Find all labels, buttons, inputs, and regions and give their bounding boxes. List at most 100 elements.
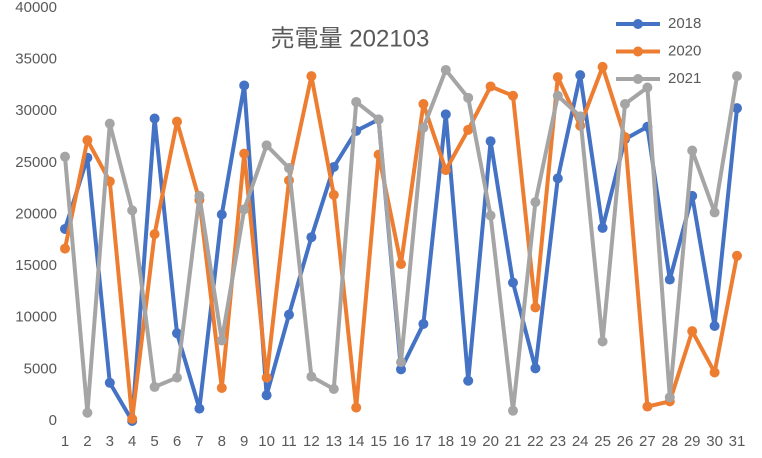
point [82, 407, 93, 418]
point [104, 118, 115, 129]
y-tick-label: 40000 [15, 0, 57, 16]
point [328, 189, 339, 200]
point [530, 363, 541, 374]
x-tick-label: 30 [706, 433, 723, 450]
point [261, 140, 272, 151]
legend-label: 2021 [668, 70, 701, 87]
x-tick-label: 18 [437, 433, 454, 450]
point [485, 136, 496, 147]
point [149, 113, 160, 124]
point [440, 64, 451, 75]
point [508, 277, 518, 288]
point [575, 111, 586, 122]
point [127, 205, 138, 216]
point [216, 335, 227, 346]
y-tick-label: 10000 [15, 309, 57, 326]
y-tick-label: 30000 [15, 102, 57, 119]
point [306, 371, 317, 382]
point [508, 90, 518, 101]
point [664, 392, 675, 403]
point [351, 402, 362, 413]
x-tick-label: 25 [594, 433, 611, 450]
point [284, 309, 294, 320]
point [60, 151, 70, 162]
point [620, 99, 630, 110]
point [60, 243, 70, 254]
point [732, 71, 742, 82]
point [396, 364, 406, 375]
legend-marker [633, 19, 643, 29]
x-tick-label: 15 [370, 433, 387, 450]
x-tick-label: 7 [195, 433, 203, 450]
x-tick-label: 31 [729, 433, 746, 450]
legend-marker [633, 46, 643, 57]
point [552, 90, 563, 101]
point [373, 114, 384, 125]
point [732, 250, 742, 261]
y-tick-label: 0 [49, 412, 57, 429]
x-tick-label: 28 [661, 433, 678, 450]
x-tick-label: 4 [128, 433, 136, 450]
point [306, 232, 317, 243]
point [261, 372, 272, 383]
point [82, 135, 93, 146]
point [396, 259, 406, 270]
x-tick-label: 19 [460, 433, 477, 450]
point [597, 336, 608, 347]
point [127, 413, 138, 424]
point [216, 209, 227, 220]
y-tick-label: 20000 [15, 205, 57, 222]
x-tick-label: 20 [482, 433, 499, 450]
point [216, 382, 227, 393]
point [732, 103, 742, 114]
point [418, 318, 429, 329]
x-tick-label: 5 [150, 433, 158, 450]
x-tick-label: 23 [549, 433, 566, 450]
point [284, 163, 294, 174]
x-tick-label: 1 [61, 433, 69, 450]
point [687, 326, 698, 337]
point [104, 377, 115, 388]
legend-label: 2020 [668, 42, 701, 59]
x-tick-label: 29 [684, 433, 701, 450]
x-tick-label: 2 [83, 433, 91, 450]
y-tick-label: 25000 [15, 154, 57, 171]
point [194, 403, 205, 414]
point [530, 197, 541, 208]
point [194, 190, 205, 201]
point [328, 383, 339, 394]
point [440, 109, 451, 120]
point [709, 321, 720, 332]
point [306, 71, 317, 82]
y-tick-label: 35000 [15, 51, 57, 68]
point [642, 82, 653, 93]
point [328, 162, 339, 173]
point [597, 222, 608, 233]
point [418, 122, 429, 133]
point [463, 375, 474, 386]
x-tick-label: 22 [527, 433, 544, 450]
y-tick-label: 15000 [15, 257, 57, 274]
point [463, 124, 474, 135]
point [508, 405, 518, 416]
x-tick-label: 27 [639, 433, 656, 450]
point [239, 204, 250, 215]
x-tick-label: 24 [572, 433, 589, 450]
x-tick-label: 8 [218, 433, 226, 450]
point [396, 357, 406, 368]
point [597, 61, 608, 72]
x-tick-label: 6 [173, 433, 181, 450]
point [239, 148, 250, 159]
point [239, 80, 250, 91]
legend-label: 2018 [668, 15, 701, 32]
x-tick-label: 13 [325, 433, 342, 450]
chart-title: 売電量 202103 [271, 25, 430, 52]
point [149, 229, 160, 240]
point [485, 81, 496, 92]
legend-marker [633, 74, 643, 84]
point [664, 274, 675, 285]
point [687, 145, 698, 156]
x-tick-label: 12 [303, 433, 320, 450]
x-tick-label: 17 [415, 433, 432, 450]
